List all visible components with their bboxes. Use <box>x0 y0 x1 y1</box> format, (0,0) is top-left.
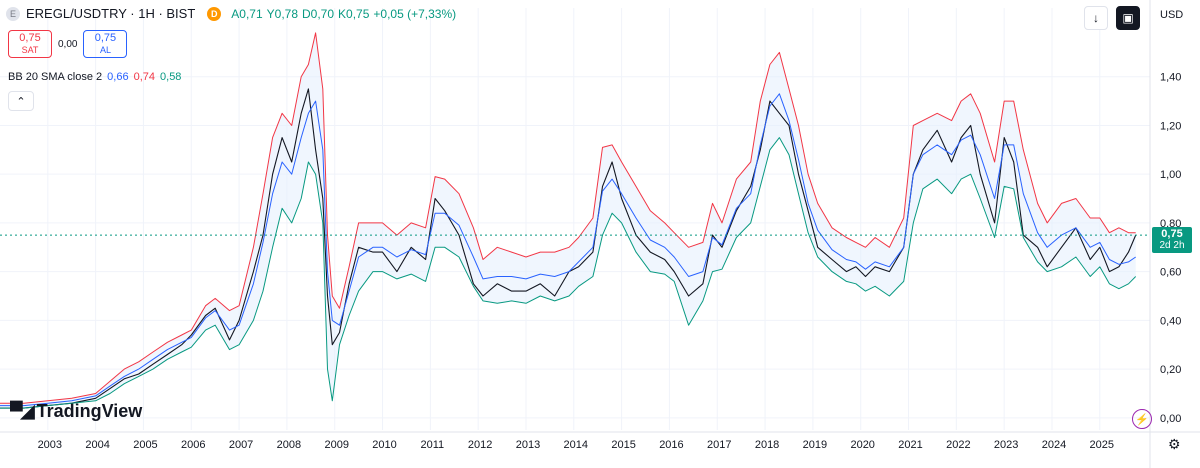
x-tick-label: 2021 <box>898 439 922 451</box>
y-tick-label: 0,40 <box>1160 315 1181 327</box>
bollinger-band-layer <box>0 32 1136 409</box>
spread-value: 0,00 <box>58 38 78 50</box>
open-value: A0,71 <box>231 6 263 21</box>
band-fill <box>0 32 1136 409</box>
x-tick-label: 2019 <box>803 439 827 451</box>
x-tick-label: 2020 <box>850 439 874 451</box>
tradingview-logo[interactable]: ▀◢ TradingView <box>10 401 142 422</box>
y-tick-label: 1,00 <box>1160 169 1181 181</box>
x-tick-label: 2013 <box>516 439 540 451</box>
high-value: Y0,78 <box>266 6 298 21</box>
x-tick-label: 2014 <box>564 439 588 451</box>
brand-name: TradingView <box>36 401 143 421</box>
currency-label[interactable]: USD <box>1160 9 1184 21</box>
x-tick-label: 2023 <box>994 439 1018 451</box>
buy-button[interactable]: 0,75 AL <box>83 30 128 58</box>
low-value: D0,70 <box>302 6 335 21</box>
x-tick-label: 2007 <box>229 439 253 451</box>
indicator-name: BB 20 SMA close 2 <box>8 71 103 83</box>
y-tick-label: 0,20 <box>1160 364 1181 376</box>
indicator-basis-value: 0,66 <box>107 71 129 83</box>
x-tick-label: 2012 <box>468 439 492 451</box>
x-tick-label: 2018 <box>755 439 779 451</box>
x-tick-label: 2016 <box>659 439 683 451</box>
x-tick-label: 2009 <box>324 439 348 451</box>
x-tick-label: 2008 <box>277 439 301 451</box>
x-tick-label: 2025 <box>1090 439 1114 451</box>
chevron-up-icon[interactable]: ⌃ <box>8 91 34 111</box>
chart-header: E EREGL/USDTRY · 1H · BIST D A0,71 Y0,78… <box>6 6 456 21</box>
last-price-tag: 0,75 2d 2h <box>1152 227 1192 253</box>
y-tick-label: 1,20 <box>1160 120 1181 132</box>
indicator-upper-value: 0,74 <box>133 71 156 83</box>
symbol-logo: E <box>6 6 20 21</box>
y-tick-label: 1,40 <box>1160 72 1181 84</box>
x-tick-label: 2024 <box>1042 439 1066 451</box>
gear-icon[interactable]: ⚙ <box>1168 436 1181 452</box>
sell-price: 0,75 <box>19 32 41 44</box>
ohlc-values: A0,71 Y0,78 D0,70 K0,75 +0,05 (+7,33%) <box>231 7 456 21</box>
x-tick-label: 2022 <box>946 439 970 451</box>
x-tick-label: 2011 <box>421 439 445 451</box>
sell-label: SAT <box>21 45 39 55</box>
x-tick-label: 2005 <box>133 439 157 451</box>
indicator-legend[interactable]: BB 20 SMA close 2 0,66 0,74 0,58 <box>8 71 181 83</box>
y-tick-label: 0,80 <box>1160 218 1181 230</box>
series-layer <box>0 32 1150 409</box>
bar-countdown: 2d 2h <box>1159 240 1185 251</box>
last-price-value: 0,75 <box>1161 228 1183 240</box>
buy-price: 0,75 <box>94 32 117 44</box>
upper-band-line <box>0 32 1136 404</box>
delayed-data-badge[interactable]: D <box>207 6 222 21</box>
x-tick-label: 2004 <box>85 439 109 451</box>
buy-label: AL <box>99 45 111 55</box>
download-icon[interactable]: ↓ <box>1084 6 1108 30</box>
x-tick-label: 2010 <box>372 439 396 451</box>
chart-toolbar: ↓ ▣ <box>1084 6 1140 30</box>
fullscreen-icon[interactable]: ▣ <box>1116 6 1140 30</box>
x-tick-label: 2015 <box>611 439 635 451</box>
x-tick-label: 2006 <box>181 439 205 451</box>
symbol-title[interactable]: EREGL/USDTRY · 1H · BIST <box>26 6 196 21</box>
y-tick-label: 0,60 <box>1160 267 1181 279</box>
indicator-lower-value: 0,58 <box>160 71 182 83</box>
lightning-icon[interactable]: ⚡ <box>1132 409 1152 429</box>
y-tick-label: 0,00 <box>1160 413 1181 425</box>
x-tick-label: 2017 <box>707 439 731 451</box>
tradingview-logo-icon: ▀◢ <box>10 401 35 421</box>
trade-panel: 0,75 SAT 0,00 0,75 AL <box>8 30 128 58</box>
sell-button[interactable]: 0,75 SAT <box>8 30 52 58</box>
change-value: +0,05 (+7,33%) <box>373 6 457 21</box>
basis-line <box>0 93 1136 407</box>
close-value: K0,75 <box>338 6 370 21</box>
lower-band-line <box>0 137 1137 409</box>
x-tick-label: 2003 <box>38 439 62 451</box>
